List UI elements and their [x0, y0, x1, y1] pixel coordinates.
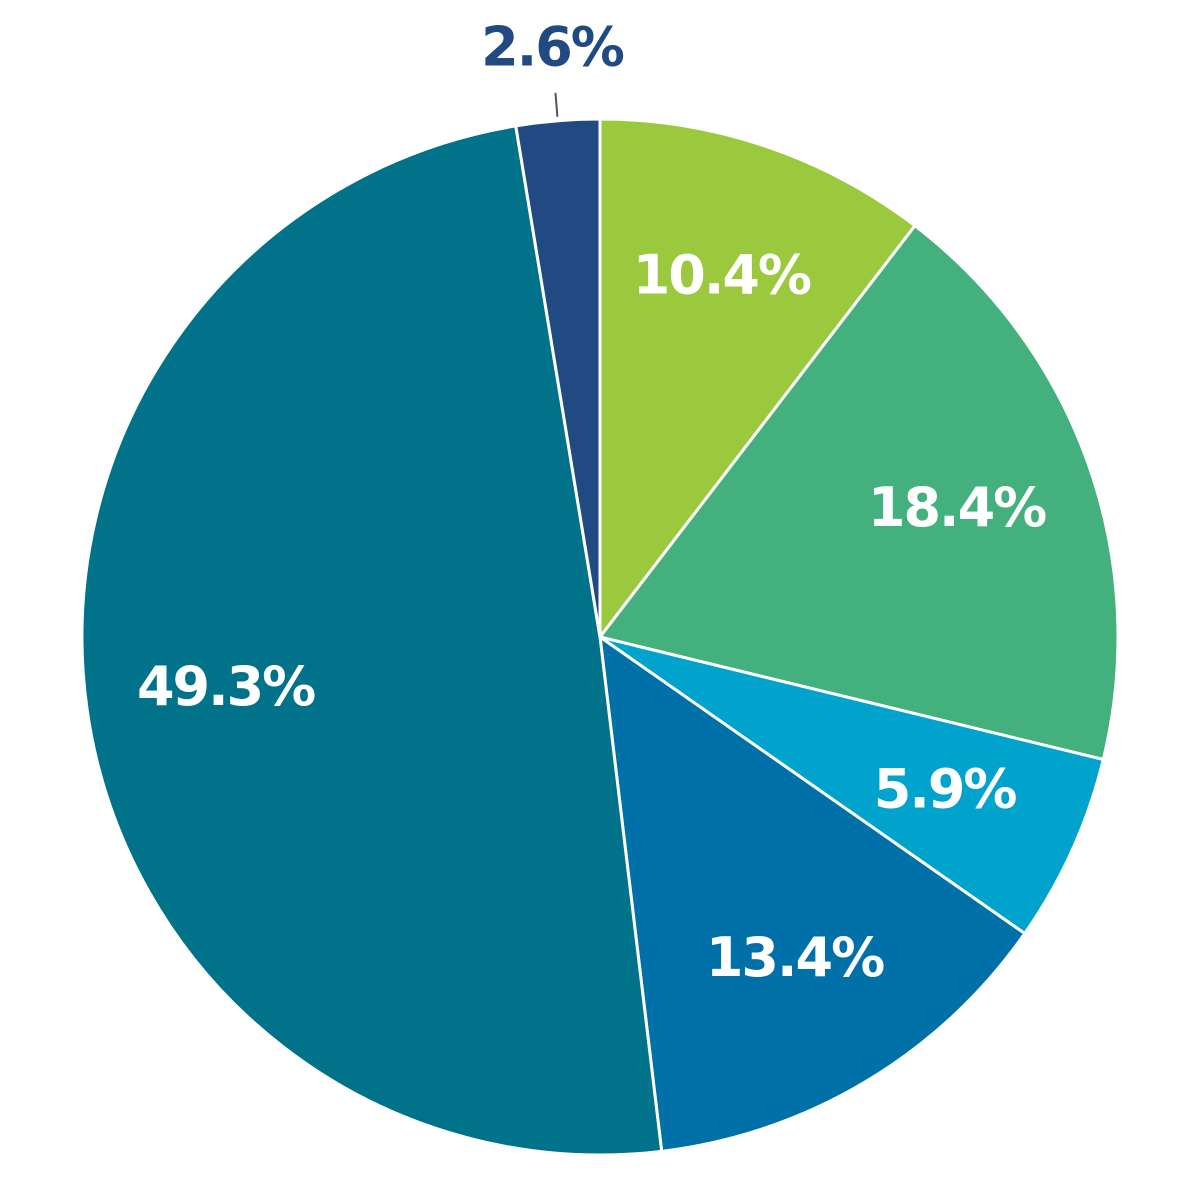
pie-slice	[597, 223, 1120, 762]
data-label: 49.3%	[137, 655, 315, 718]
data-label: 2.6%	[481, 16, 624, 79]
pie-slice	[598, 633, 1027, 1153]
pie-slice	[599, 635, 1106, 936]
data-label: 18.4%	[868, 476, 1046, 539]
data-label: 13.4%	[706, 926, 884, 989]
pie-slice	[80, 124, 664, 1157]
data-label: 10.4%	[633, 244, 811, 307]
data-label: 5.9%	[874, 757, 1017, 820]
pie-slice	[514, 117, 602, 638]
leader-line	[554, 92, 559, 117]
pie-slice	[598, 117, 918, 642]
